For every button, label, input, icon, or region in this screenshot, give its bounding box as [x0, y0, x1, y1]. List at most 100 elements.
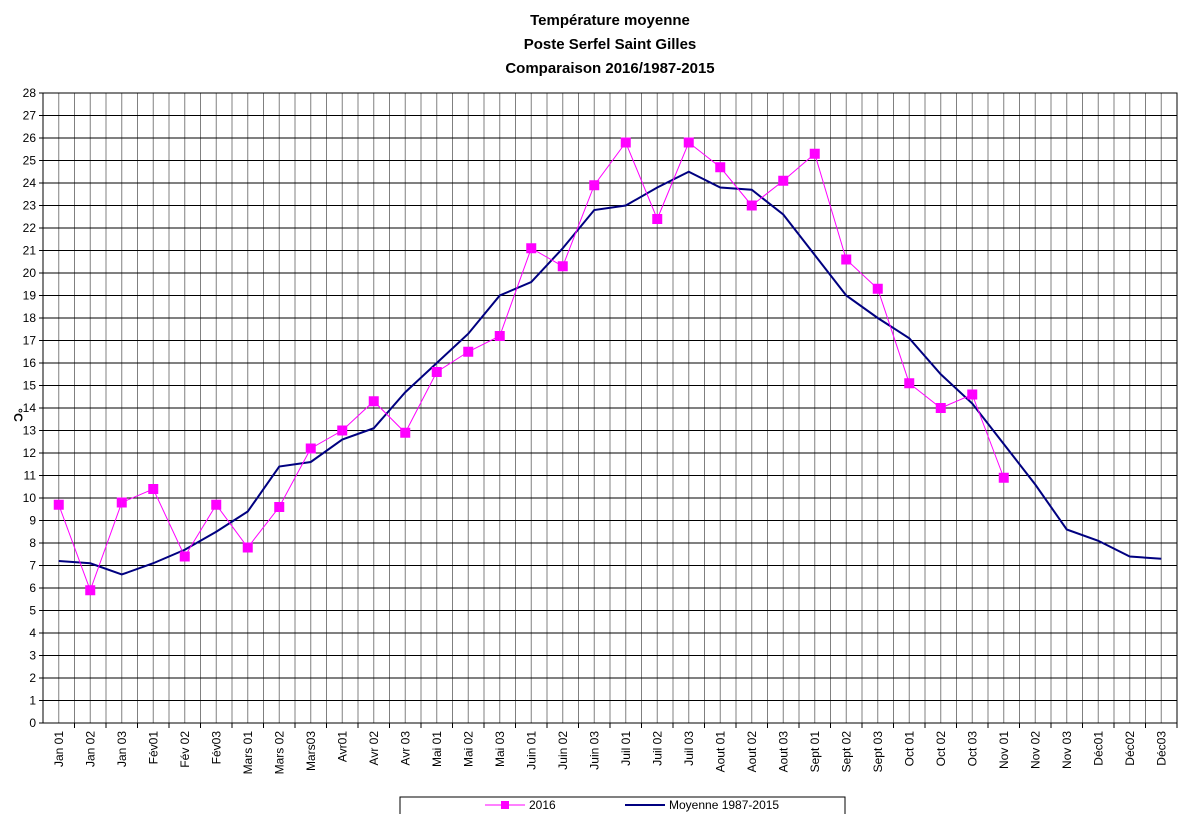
x-tick-label: Avr 02 — [367, 731, 381, 766]
x-tick-label: Mai 01 — [430, 731, 444, 767]
y-tick-label: 16 — [23, 356, 37, 370]
marker — [872, 283, 883, 294]
marker — [746, 200, 757, 211]
x-tick-label: Déc03 — [1154, 731, 1168, 766]
marker — [242, 542, 253, 553]
x-tick-label: Juil 01 — [619, 731, 633, 766]
x-tick-label: Juil 02 — [650, 731, 664, 766]
x-tick-label: Avr 03 — [398, 731, 412, 766]
marker — [116, 497, 127, 508]
marker — [400, 427, 411, 438]
marker — [841, 254, 852, 265]
y-tick-label: 28 — [23, 86, 37, 100]
x-tick-label: Oct 02 — [934, 731, 948, 767]
marker — [809, 148, 820, 159]
series-line — [58, 170, 1162, 576]
marker — [274, 502, 285, 512]
x-tick-label: Nov 02 — [1028, 731, 1042, 769]
y-tick-label: 19 — [23, 289, 37, 303]
chart-title: Comparaison 2016/1987-2015 — [505, 60, 714, 77]
y-tick-label: 13 — [23, 424, 37, 438]
marker — [211, 499, 222, 510]
marker — [305, 443, 316, 454]
x-tick-label: Aout 02 — [745, 731, 759, 773]
y-tick-label: 23 — [23, 199, 37, 213]
x-tick-label: Fév01 — [146, 731, 160, 765]
y-tick-label: 27 — [23, 109, 37, 123]
legend-marker — [501, 801, 509, 809]
x-tick-label: Mars03 — [304, 731, 318, 771]
marker — [967, 389, 978, 400]
y-tick-label: 10 — [23, 491, 37, 505]
x-tick-label: Fév 02 — [178, 731, 192, 768]
marker — [53, 499, 64, 510]
y-tick-label: 26 — [23, 131, 37, 145]
x-tick-label: Juin 02 — [556, 731, 570, 770]
x-tick-label: Nov 01 — [997, 731, 1011, 769]
y-tick-label: 22 — [23, 221, 37, 235]
y-tick-label: 24 — [23, 176, 37, 190]
x-tick-label: Sept 02 — [839, 731, 853, 773]
y-tick-label: 6 — [29, 581, 36, 595]
x-tick-label: Avr01 — [335, 731, 349, 762]
marker — [998, 472, 1009, 483]
x-tick-label: Sept 01 — [808, 731, 822, 773]
marker — [652, 214, 663, 224]
y-tick-label: 3 — [29, 649, 36, 663]
y-tick-label: 25 — [23, 154, 37, 168]
y-tick-label: 14 — [23, 401, 37, 415]
y-tick-label: 17 — [23, 334, 37, 348]
x-tick-label: Mars 01 — [241, 731, 255, 775]
x-tick-label: Jan 01 — [52, 731, 66, 767]
y-tick-label: 5 — [29, 604, 36, 618]
y-tick-label: 12 — [23, 446, 37, 460]
x-tick-label: Fév03 — [209, 731, 223, 765]
marker — [526, 243, 537, 254]
x-tick-label: Mai 03 — [493, 731, 507, 767]
x-tick-label: Oct 01 — [902, 731, 916, 767]
marker — [557, 261, 568, 272]
x-tick-label: Jan 03 — [115, 731, 129, 767]
legend-label: 2016 — [529, 798, 556, 812]
marker — [935, 403, 946, 413]
marker — [337, 425, 348, 436]
y-tick-label: 11 — [24, 469, 37, 483]
y-axis-label: °C — [11, 408, 25, 422]
marker — [179, 551, 190, 562]
marker — [431, 367, 442, 377]
x-tick-label: Aout 03 — [776, 731, 790, 773]
y-tick-label: 2 — [29, 671, 36, 685]
y-tick-label: 20 — [23, 266, 37, 280]
y-tick-label: 8 — [29, 536, 36, 550]
marker — [715, 162, 726, 173]
marker — [148, 484, 159, 494]
marker — [620, 137, 631, 148]
legend-label: Moyenne 1987-2015 — [669, 798, 779, 812]
x-tick-label: Aout 01 — [713, 731, 727, 773]
y-tick-label: 1 — [29, 694, 36, 708]
marker — [463, 346, 474, 357]
y-tick-label: 0 — [29, 716, 36, 730]
x-tick-label: Déc01 — [1091, 731, 1105, 766]
y-tick-label: 15 — [23, 379, 37, 393]
y-tick-label: 9 — [29, 514, 36, 528]
x-tick-label: Mars 02 — [272, 731, 286, 775]
marker — [368, 396, 379, 407]
y-tick-label: 18 — [23, 311, 37, 325]
marker — [778, 175, 789, 186]
y-tick-label: 7 — [29, 559, 36, 573]
marker — [683, 137, 694, 148]
marker — [589, 180, 600, 191]
y-tick-label: 4 — [29, 626, 36, 640]
x-tick-label: Sept 03 — [871, 731, 885, 773]
x-tick-label: Mai 02 — [461, 731, 475, 767]
x-tick-label: Déc02 — [1123, 731, 1137, 766]
marker — [494, 331, 505, 341]
x-tick-label: Juin 01 — [524, 731, 538, 770]
marker — [904, 378, 915, 389]
chart-title: Température moyenne — [530, 12, 690, 29]
x-tick-label: Nov 03 — [1060, 731, 1074, 769]
marker — [85, 585, 96, 596]
x-tick-label: Juin 03 — [587, 731, 601, 770]
